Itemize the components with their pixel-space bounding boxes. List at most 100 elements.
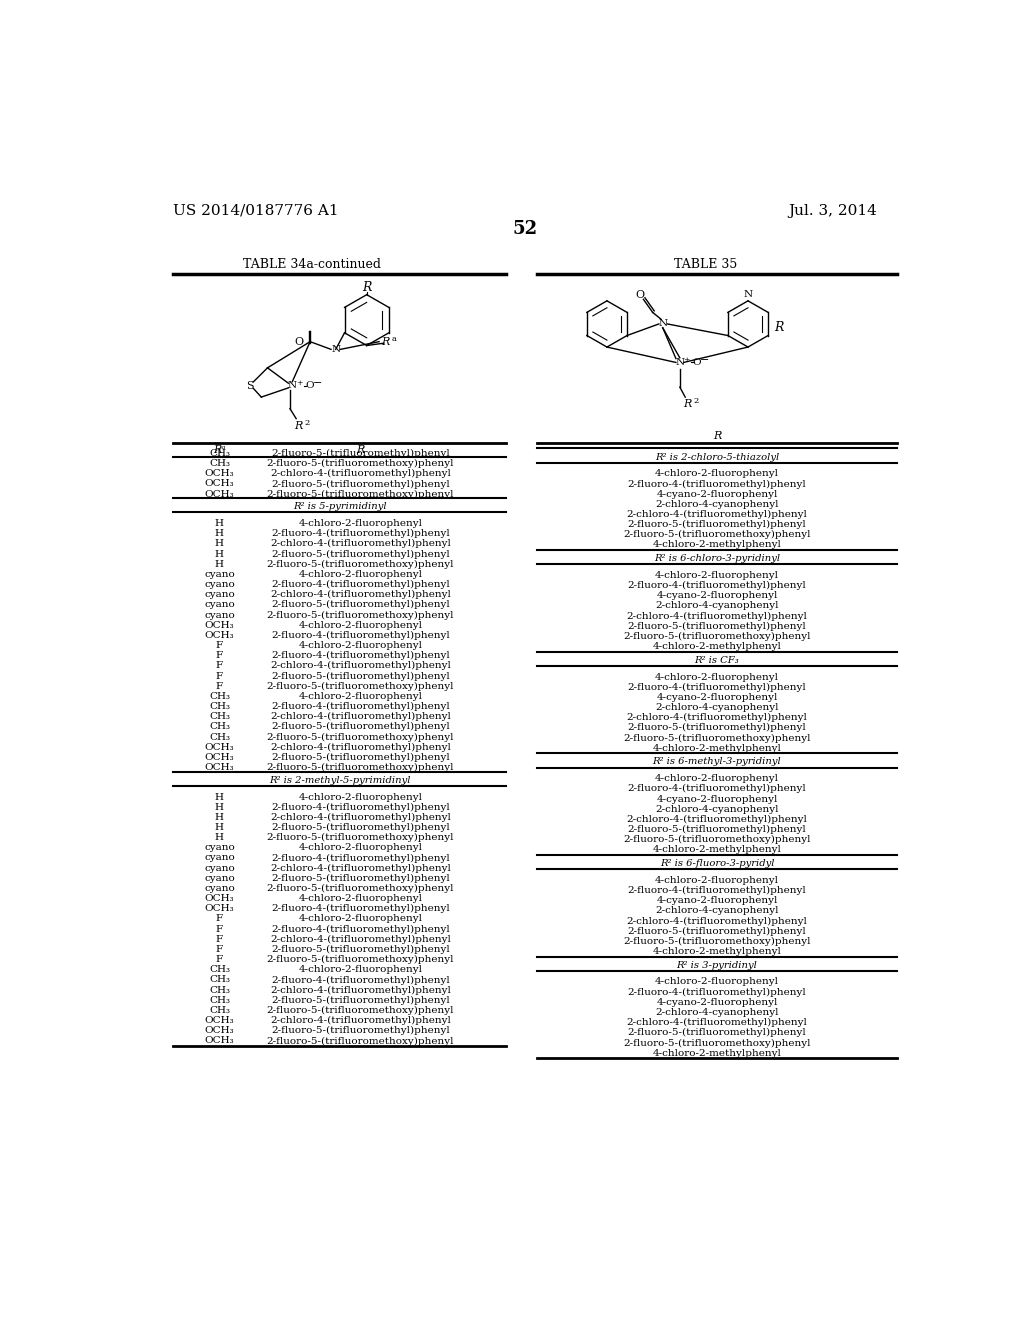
Text: 2-chloro-4-(trifluoromethyl)phenyl: 2-chloro-4-(trifluoromethyl)phenyl [627, 510, 808, 519]
Text: F: F [216, 915, 223, 924]
Text: 2-fluoro-5-(trifluoromethoxy)phenyl: 2-fluoro-5-(trifluoromethoxy)phenyl [266, 733, 455, 742]
Text: CH₃: CH₃ [209, 692, 230, 701]
Text: 2-fluoro-4-(trifluoromethyl)phenyl: 2-fluoro-4-(trifluoromethyl)phenyl [271, 631, 450, 640]
Text: H: H [215, 540, 224, 548]
Text: 2-fluoro-5-(trifluoromethoxy)phenyl: 2-fluoro-5-(trifluoromethoxy)phenyl [266, 833, 455, 842]
Text: 4-chloro-2-fluorophenyl: 4-chloro-2-fluorophenyl [299, 642, 423, 649]
Text: 4-chloro-2-fluorophenyl: 4-chloro-2-fluorophenyl [299, 792, 423, 801]
Text: 2-chloro-4-(trifluoromethyl)phenyl: 2-chloro-4-(trifluoromethyl)phenyl [270, 935, 451, 944]
Text: 4-chloro-2-fluorophenyl: 4-chloro-2-fluorophenyl [299, 620, 423, 630]
Text: 2-chloro-4-cyanophenyl: 2-chloro-4-cyanophenyl [655, 602, 778, 610]
Text: 2-fluoro-5-(trifluoromethyl)phenyl: 2-fluoro-5-(trifluoromethyl)phenyl [271, 672, 450, 681]
Text: 2-fluoro-4-(trifluoromethyl)phenyl: 2-fluoro-4-(trifluoromethyl)phenyl [271, 651, 450, 660]
Text: 4-chloro-2-fluorophenyl: 4-chloro-2-fluorophenyl [655, 673, 779, 681]
Text: 4-chloro-2-fluorophenyl: 4-chloro-2-fluorophenyl [299, 965, 423, 974]
Text: F: F [216, 672, 223, 681]
Text: 2-fluoro-5-(trifluoromethoxy)phenyl: 2-fluoro-5-(trifluoromethoxy)phenyl [266, 681, 455, 690]
Text: 2-fluoro-5-(trifluoromethyl)phenyl: 2-fluoro-5-(trifluoromethyl)phenyl [271, 601, 450, 610]
Text: 2-chloro-4-(trifluoromethyl)phenyl: 2-chloro-4-(trifluoromethyl)phenyl [627, 611, 808, 620]
Text: R² is 6-fluoro-3-pyridyl: R² is 6-fluoro-3-pyridyl [659, 859, 774, 869]
Text: cyano: cyano [204, 570, 234, 579]
Text: 2-fluoro-4-(trifluoromethyl)phenyl: 2-fluoro-4-(trifluoromethyl)phenyl [271, 904, 450, 913]
Text: CH₃: CH₃ [209, 975, 230, 985]
Text: 4-cyano-2-fluorophenyl: 4-cyano-2-fluorophenyl [656, 896, 777, 906]
Text: 2-fluoro-4-(trifluoromethyl)phenyl: 2-fluoro-4-(trifluoromethyl)phenyl [271, 975, 450, 985]
Text: CH₃: CH₃ [209, 733, 230, 742]
Text: 52: 52 [512, 220, 538, 238]
Text: 2-fluoro-4-(trifluoromethyl)phenyl: 2-fluoro-4-(trifluoromethyl)phenyl [628, 987, 806, 997]
Text: 2-fluoro-4-(trifluoromethyl)phenyl: 2-fluoro-4-(trifluoromethyl)phenyl [628, 682, 806, 692]
Text: 4-chloro-2-methylphenyl: 4-chloro-2-methylphenyl [652, 540, 781, 549]
Text: F: F [216, 924, 223, 933]
Text: 4-chloro-2-fluorophenyl: 4-chloro-2-fluorophenyl [299, 570, 423, 579]
Text: H: H [215, 833, 224, 842]
Text: TABLE 34a-continued: TABLE 34a-continued [244, 259, 382, 271]
Text: 2-fluoro-5-(trifluoromethoxy)phenyl: 2-fluoro-5-(trifluoromethoxy)phenyl [266, 884, 455, 894]
Text: F: F [216, 661, 223, 671]
Text: R² is 2-methyl-5-pyrimidinyl: R² is 2-methyl-5-pyrimidinyl [269, 776, 411, 784]
Text: 2-fluoro-5-(trifluoromethyl)phenyl: 2-fluoro-5-(trifluoromethyl)phenyl [271, 874, 450, 883]
Text: 2-fluoro-5-(trifluoromethyl)phenyl: 2-fluoro-5-(trifluoromethyl)phenyl [628, 927, 806, 936]
Text: 2: 2 [693, 397, 699, 405]
Text: R² is 6-chloro-3-pyridinyl: R² is 6-chloro-3-pyridinyl [654, 554, 780, 564]
Text: CH₃: CH₃ [209, 459, 230, 469]
Text: 4-chloro-2-methylphenyl: 4-chloro-2-methylphenyl [652, 845, 781, 854]
Text: CH₃: CH₃ [209, 722, 230, 731]
Text: 2-fluoro-4-(trifluoromethyl)phenyl: 2-fluoro-4-(trifluoromethyl)phenyl [271, 579, 450, 589]
Text: CH₃: CH₃ [209, 965, 230, 974]
Text: F: F [216, 681, 223, 690]
Text: OCH₃: OCH₃ [205, 470, 234, 478]
Text: OCH₃: OCH₃ [205, 904, 234, 913]
Text: 2-chloro-4-cyanophenyl: 2-chloro-4-cyanophenyl [655, 1008, 778, 1016]
Text: 4-chloro-2-fluorophenyl: 4-chloro-2-fluorophenyl [655, 470, 779, 478]
Text: R² is 5-pyrimidinyl: R² is 5-pyrimidinyl [293, 503, 386, 511]
Text: cyano: cyano [204, 590, 234, 599]
Text: 2-fluoro-5-(trifluoromethoxy)phenyl: 2-fluoro-5-(trifluoromethoxy)phenyl [624, 734, 811, 743]
Text: F: F [216, 935, 223, 944]
Text: 2-chloro-4-(trifluoromethyl)phenyl: 2-chloro-4-(trifluoromethyl)phenyl [627, 1018, 808, 1027]
Text: 2-fluoro-5-(trifluoromethoxy)phenyl: 2-fluoro-5-(trifluoromethoxy)phenyl [266, 459, 455, 469]
Text: H: H [215, 822, 224, 832]
Text: 2-fluoro-5-(trifluoromethoxy)phenyl: 2-fluoro-5-(trifluoromethoxy)phenyl [624, 531, 811, 540]
Text: a: a [391, 334, 396, 343]
Text: 2-fluoro-5-(trifluoromethyl)phenyl: 2-fluoro-5-(trifluoromethyl)phenyl [628, 520, 806, 529]
Text: 2-fluoro-5-(trifluoromethyl)phenyl: 2-fluoro-5-(trifluoromethyl)phenyl [628, 1028, 806, 1038]
Text: H: H [215, 813, 224, 822]
Text: R: R [362, 281, 372, 294]
Text: 2-chloro-4-cyanophenyl: 2-chloro-4-cyanophenyl [655, 805, 778, 813]
Text: N: N [743, 290, 753, 300]
Text: 4-chloro-2-fluorophenyl: 4-chloro-2-fluorophenyl [299, 894, 423, 903]
Text: 2-fluoro-5-(trifluoromethoxy)phenyl: 2-fluoro-5-(trifluoromethoxy)phenyl [624, 937, 811, 946]
Text: 2-fluoro-5-(trifluoromethoxy)phenyl: 2-fluoro-5-(trifluoromethoxy)phenyl [266, 560, 455, 569]
Text: OCH₃: OCH₃ [205, 743, 234, 751]
Text: 4-cyano-2-fluorophenyl: 4-cyano-2-fluorophenyl [656, 591, 777, 601]
Text: R² is 2-chloro-5-thiazolyl: R² is 2-chloro-5-thiazolyl [655, 453, 779, 462]
Text: 4-chloro-2-fluorophenyl: 4-chloro-2-fluorophenyl [655, 876, 779, 884]
Text: F: F [216, 642, 223, 649]
Text: OCH₃: OCH₃ [205, 894, 234, 903]
Text: 2-fluoro-5-(trifluoromethyl)phenyl: 2-fluoro-5-(trifluoromethyl)phenyl [271, 549, 450, 558]
Text: N: N [331, 345, 340, 354]
Text: R: R [356, 445, 365, 455]
Text: 2-fluoro-5-(trifluoromethyl)phenyl: 2-fluoro-5-(trifluoromethyl)phenyl [628, 622, 806, 631]
Text: 2-fluoro-5-(trifluoromethoxy)phenyl: 2-fluoro-5-(trifluoromethoxy)phenyl [266, 1036, 455, 1045]
Text: 2-fluoro-5-(trifluoromethoxy)phenyl: 2-fluoro-5-(trifluoromethoxy)phenyl [266, 763, 455, 772]
Text: CH₃: CH₃ [209, 986, 230, 995]
Text: O: O [305, 381, 313, 389]
Text: cyano: cyano [204, 874, 234, 883]
Text: F: F [216, 651, 223, 660]
Text: Jul. 3, 2014: Jul. 3, 2014 [787, 203, 877, 218]
Text: 2-fluoro-4-(trifluoromethyl)phenyl: 2-fluoro-4-(trifluoromethyl)phenyl [271, 702, 450, 711]
Text: O: O [635, 290, 644, 301]
Text: 2-fluoro-5-(trifluoromethoxy)phenyl: 2-fluoro-5-(trifluoromethoxy)phenyl [624, 836, 811, 845]
Text: 4-chloro-2-methylphenyl: 4-chloro-2-methylphenyl [652, 642, 781, 651]
Text: 2-chloro-4-(trifluoromethyl)phenyl: 2-chloro-4-(trifluoromethyl)phenyl [270, 813, 451, 822]
Text: 2-fluoro-5-(trifluoromethoxy)phenyl: 2-fluoro-5-(trifluoromethoxy)phenyl [266, 1006, 455, 1015]
Text: R: R [683, 399, 692, 409]
Text: 2-chloro-4-(trifluoromethyl)phenyl: 2-chloro-4-(trifluoromethyl)phenyl [270, 469, 451, 478]
Text: 2-chloro-4-(trifluoromethyl)phenyl: 2-chloro-4-(trifluoromethyl)phenyl [627, 814, 808, 824]
Text: R² is CF₃: R² is CF₃ [694, 656, 739, 665]
Text: OCH₃: OCH₃ [205, 479, 234, 488]
Text: OCH₃: OCH₃ [205, 763, 234, 772]
Text: 2-fluoro-4-(trifluoromethyl)phenyl: 2-fluoro-4-(trifluoromethyl)phenyl [271, 529, 450, 539]
